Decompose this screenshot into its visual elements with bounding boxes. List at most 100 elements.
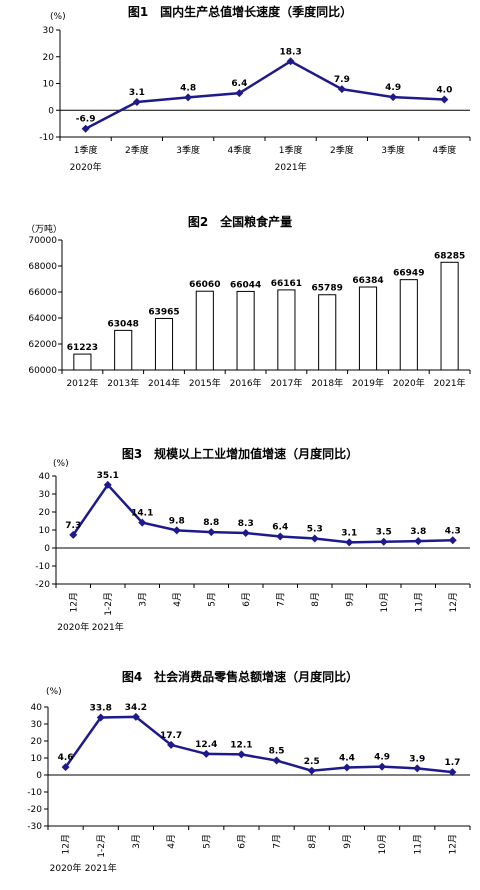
x-tick-label: 4季度 <box>433 144 457 156</box>
data-point <box>184 93 193 102</box>
data-label: 14.1 <box>131 509 153 519</box>
x-tick-label: 4月 <box>166 834 177 849</box>
x-tick-label: 4月 <box>172 592 183 607</box>
data-label: 3.5 <box>376 528 392 538</box>
data-label: 35.1 <box>97 471 119 481</box>
series-line <box>64 715 453 774</box>
data-point <box>345 538 354 547</box>
data-label: 7.3 <box>65 521 81 531</box>
data-point <box>207 528 216 537</box>
x-tick-label: 2016年 <box>230 377 262 389</box>
chart-industrial-plot: -20 -10 0 10 20 30 40 12月 1-2月 3月 4月 5月 6月 7月 8月 9月 10月 1… <box>35 471 471 633</box>
series-line <box>72 482 453 544</box>
x-tick-label: 2014年 <box>148 377 180 389</box>
y-unit-label: (%) <box>50 12 66 22</box>
y-tick-label: 0 <box>48 106 54 116</box>
x-tick-label: 2020年 <box>393 377 425 389</box>
data-point <box>172 526 181 535</box>
x-tick-label: 8月 <box>310 592 321 607</box>
x-tick-label: 2017年 <box>270 377 302 389</box>
data-point <box>276 532 285 541</box>
data-point <box>202 749 211 758</box>
data-point <box>103 480 112 489</box>
year-label: 2020年 <box>70 161 102 173</box>
data-point <box>286 57 295 66</box>
y-unit-label: (%) <box>53 459 69 469</box>
x-tick-label: 10月 <box>379 592 390 612</box>
data-point <box>310 534 319 543</box>
year-label: 2020年 <box>50 862 82 874</box>
data-label: 9.8 <box>169 516 185 526</box>
data-label: 63048 <box>108 319 139 329</box>
y-tick-label: 68000 <box>28 262 57 272</box>
series-line <box>85 59 445 130</box>
data-point <box>237 750 246 759</box>
x-tick-label: 1季度 <box>279 144 303 156</box>
data-point <box>272 756 281 765</box>
x-tick-label: 5月 <box>206 592 217 607</box>
x-tick-label: 10月 <box>377 834 388 854</box>
x-tick-label: 1-2月 <box>96 834 107 858</box>
year-label: 2020年 <box>57 621 89 633</box>
y-tick-label: 70000 <box>28 236 57 246</box>
y-tick-label: 64000 <box>28 314 57 324</box>
data-point <box>131 712 140 721</box>
data-label: 66044 <box>230 280 261 290</box>
data-point <box>132 97 141 106</box>
x-tick-label: 2021年 <box>434 377 466 389</box>
x-tick-label: 5月 <box>201 834 212 849</box>
data-label: 34.2 <box>125 703 147 713</box>
x-tick-label: 2018年 <box>311 377 343 389</box>
bar <box>318 294 337 371</box>
data-label: 2.5 <box>304 757 320 767</box>
data-label: 68285 <box>434 251 465 261</box>
data-point <box>448 536 457 545</box>
chart-retail-plot: -30 -20 -10 0 10 20 30 40 12月 1-2月 3月 4月 5月 6月 7月 8月 9月 1… <box>27 703 471 874</box>
y-tick-label: 20 <box>43 53 55 63</box>
bar <box>358 286 378 371</box>
data-label: 66384 <box>352 276 383 286</box>
chart-title: 图2 全国粮食产量 <box>187 215 293 229</box>
chart-title: 图3 规模以上工业增加值增速（月度同比） <box>121 447 359 461</box>
data-label: 63965 <box>148 307 179 317</box>
bar <box>277 289 296 371</box>
y-tick-label: -10 <box>35 562 50 572</box>
y-tick-label: 40 <box>39 472 51 482</box>
data-label: -6.9 <box>76 115 96 125</box>
x-tick-label: 8月 <box>307 834 318 849</box>
data-label: 61223 <box>67 343 98 353</box>
chart-title: 图1 国内生产总值增长速度（季度同比） <box>127 5 353 19</box>
data-label: 4.9 <box>385 83 401 93</box>
data-point <box>96 713 105 722</box>
data-label: 3.8 <box>410 527 426 537</box>
x-tick-label: 3季度 <box>381 144 405 156</box>
y-tick-label: -10 <box>27 788 42 798</box>
y-tick-label: 40 <box>31 703 43 713</box>
x-tick-label: 2季度 <box>330 144 354 156</box>
data-label: 17.7 <box>160 731 182 741</box>
data-point <box>61 763 70 772</box>
data-label: 6.4 <box>272 522 288 532</box>
year-label: 2021年 <box>275 161 307 173</box>
data-point <box>342 763 351 772</box>
year-label: 2021年 <box>85 862 117 874</box>
chart-retail-growth: 图4 社会消费品零售总额增速（月度同比） (%) -30 -20 -10 0 10 20 3… <box>0 660 480 890</box>
data-point <box>378 762 387 771</box>
data-label: 1.7 <box>444 758 460 768</box>
y-tick-label: 20 <box>31 737 43 747</box>
x-tick-label: 2015年 <box>189 377 221 389</box>
data-label: 18.3 <box>280 47 302 57</box>
data-label: 12.1 <box>230 740 252 750</box>
x-tick-label: 4季度 <box>228 144 252 156</box>
y-unit-label: （万吨） <box>26 225 63 235</box>
x-tick-label: 3月 <box>131 834 142 849</box>
x-tick-label: 2019年 <box>352 377 384 389</box>
data-label: 4.9 <box>374 753 390 763</box>
data-point <box>235 89 244 98</box>
x-tick-label: 12月 <box>447 834 458 854</box>
chart-grain-plot: 60000 62000 64000 66000 68000 70000 61223 2012年… <box>28 236 471 389</box>
bar <box>73 353 92 371</box>
y-tick-label: -30 <box>27 822 42 832</box>
y-tick-label: -20 <box>27 805 42 815</box>
bar <box>114 329 133 371</box>
